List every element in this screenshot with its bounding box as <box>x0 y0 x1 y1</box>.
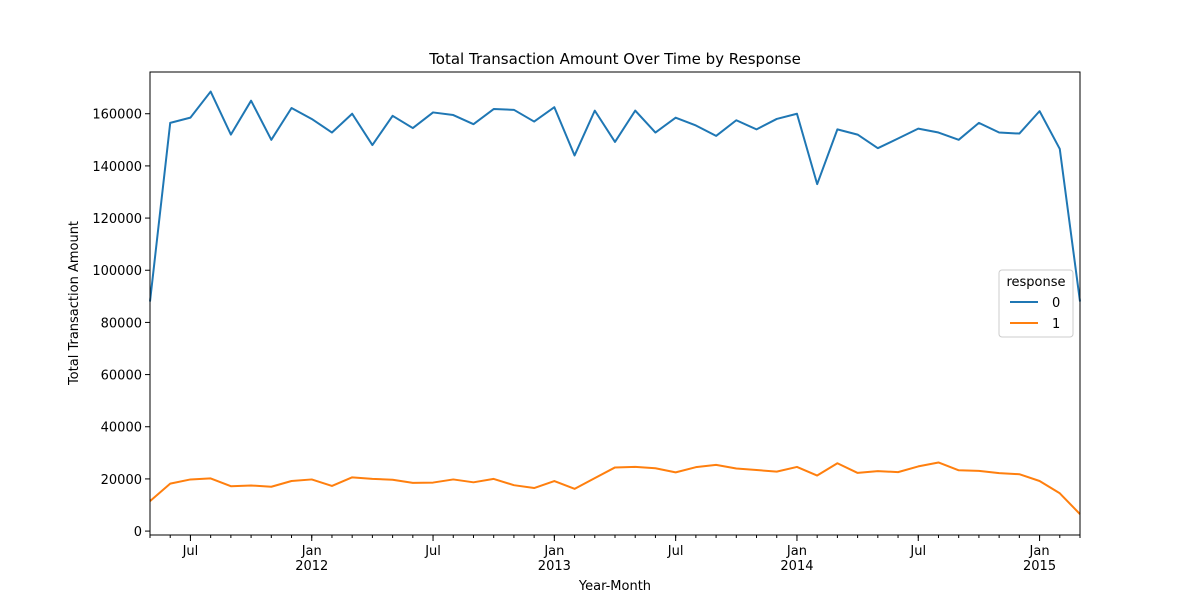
series-line-0 <box>149 90 1081 302</box>
x-tick-label: Jan <box>543 544 564 559</box>
y-tick-label: 20000 <box>101 473 142 488</box>
x-axis-label: Year-Month <box>578 579 651 594</box>
y-tick-label: 60000 <box>101 369 142 384</box>
x-tick-year-label: 2013 <box>538 559 571 574</box>
y-tick-label: 100000 <box>92 264 142 279</box>
legend-label-1: 1 <box>1052 317 1060 332</box>
legend-box <box>998 269 1074 338</box>
y-tick-label: 140000 <box>92 160 142 175</box>
legend-title: response <box>1006 275 1065 290</box>
series-line-1 <box>149 461 1081 515</box>
y-axis-label: Total Transaction Amount <box>67 221 82 386</box>
x-tick-label: Jan <box>786 544 807 559</box>
x-tick-label: Jul <box>424 544 441 559</box>
y-tick-label: 160000 <box>92 108 142 123</box>
x-tick-year-label: 2014 <box>780 559 813 574</box>
legend: response 0 1 <box>998 269 1074 338</box>
x-tick-label: Jan <box>1029 544 1050 559</box>
x-tick-label: Jan <box>301 544 322 559</box>
y-tick-label: 40000 <box>101 421 142 436</box>
chart-title: Total Transaction Amount Over Time by Re… <box>428 50 801 68</box>
y-tick-label: 0 <box>134 525 142 540</box>
y-tick-label: 80000 <box>101 316 142 331</box>
plot-area: 0 20000 40000 60000 80000 100000 120000 140000 1… <box>92 71 1081 574</box>
x-tick-label: Jul <box>909 544 926 559</box>
x-tick-year-label: 2012 <box>295 559 328 574</box>
x-tick-label: Jul <box>182 544 199 559</box>
legend-label-0: 0 <box>1052 296 1060 311</box>
x-tick-year-label: 2015 <box>1023 559 1056 574</box>
y-tick-label: 120000 <box>92 212 142 227</box>
x-tick-label: Jul <box>667 544 684 559</box>
